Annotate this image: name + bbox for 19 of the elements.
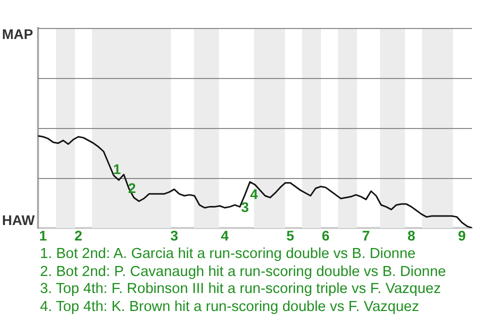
x-tick-label: 9 [458,227,466,244]
x-tick-label: 7 [362,227,370,244]
x-tick-label: 6 [322,227,330,244]
x-tick-label: 8 [408,227,416,244]
annotation: 3 [241,198,250,215]
x-tick-label: 5 [286,227,294,244]
annotation: 1 [113,160,122,177]
x-tick-label: 3 [170,227,178,244]
annotation: 2 [128,180,136,196]
text: 3. Top 4th: F. Robinson III hit a run-scoring triple vs F. Vazquez [40,281,442,298]
text: MAP [2,26,34,42]
x-tick-label: 2 [74,227,82,244]
x-tick-label: 1 [39,227,48,244]
text: 4. Top 4th: K. Brown hit a run-scoring double vs F. Vazquez [40,298,420,316]
text: HAW [2,212,36,228]
text: 1. Bot 2nd: A. Garcia hit a run-scoring double vs B. Dionne [40,246,417,264]
annotation: 4 [250,186,258,202]
text: 2. Bot 2nd: P. Cavanaugh hit a run-scoring double vs B. Dionne [40,264,446,281]
x-tick-label: 4 [220,227,229,244]
